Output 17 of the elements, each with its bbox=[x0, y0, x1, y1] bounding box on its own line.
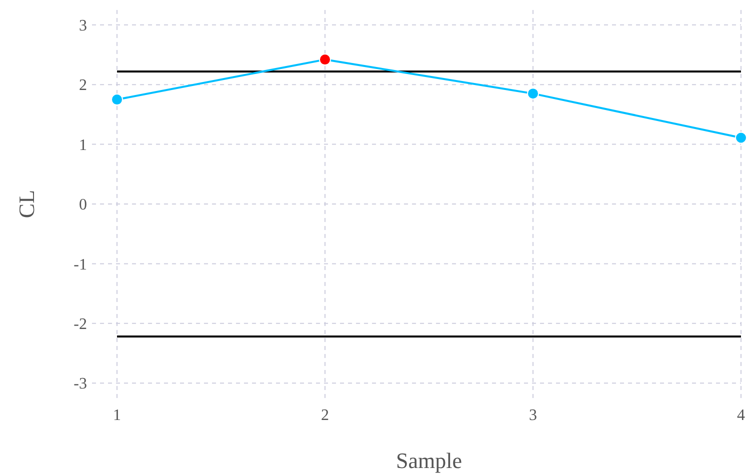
x-tick-label: 1 bbox=[113, 407, 121, 424]
y-tick-label: -3 bbox=[74, 376, 87, 393]
y-tick-label: 0 bbox=[79, 196, 87, 214]
point bbox=[735, 132, 747, 144]
x-tick-label: 4 bbox=[737, 407, 745, 424]
x-tick-label: 3 bbox=[529, 407, 537, 424]
y-tick-label: 3 bbox=[79, 18, 87, 35]
y-tick-label: -1 bbox=[74, 256, 87, 274]
y-tick-label: -2 bbox=[74, 316, 87, 333]
y-tick-label: 1 bbox=[79, 136, 87, 154]
y-axis-title: CL bbox=[14, 190, 39, 218]
x-axis-title: Sample bbox=[396, 448, 462, 473]
point bbox=[527, 88, 539, 100]
x-tick-label: 2 bbox=[321, 407, 329, 424]
y-tick-label: 2 bbox=[79, 77, 87, 94]
point bbox=[111, 94, 123, 106]
point bbox=[319, 54, 331, 66]
